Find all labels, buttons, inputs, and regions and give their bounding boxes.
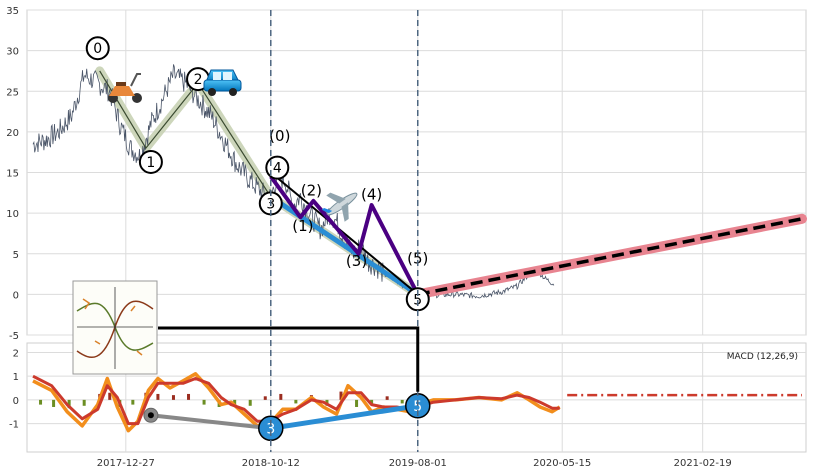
sub-wave-label: (3): [346, 252, 367, 270]
macd-histogram-bar: [400, 399, 404, 404]
wave-label-circle: [138, 149, 163, 174]
macd-histogram-bar: [355, 399, 359, 407]
sub-wave-label: (1): [292, 217, 313, 235]
macd-histogram-bar: [339, 391, 343, 400]
x-tick-label: 2017-12-27: [97, 458, 155, 469]
airplane-wing: [341, 202, 349, 222]
inset-marks: [82, 298, 143, 356]
macd-histogram-bar: [156, 393, 160, 400]
macd-histogram-bar: [279, 393, 283, 400]
macd-histogram-bar: [39, 399, 43, 405]
price-y-tick-label: 10: [6, 209, 19, 220]
macd-histogram-bar: [248, 399, 252, 406]
wave-label-circle: [85, 36, 110, 61]
macd-histogram-bar: [233, 399, 237, 406]
airplane-icon: [321, 192, 358, 222]
connector-line: [158, 326, 420, 392]
price-y-tick-label: 15: [6, 169, 19, 180]
x-tick-label: 2018-10-12: [242, 458, 300, 469]
macd-legend: MACD (12,26,9): [727, 352, 798, 362]
price-y-tick-label: 20: [6, 128, 19, 139]
airplane-wing: [326, 192, 346, 204]
macd-histogram-bar: [263, 396, 267, 400]
macd-histogram-bar: [370, 399, 374, 405]
macd-gray-wave: [148, 413, 273, 431]
sub-wave-label: (4): [361, 185, 382, 203]
macd-histogram-bar: [67, 399, 71, 409]
scooter-icon: [108, 73, 142, 103]
scooter-seat: [116, 82, 126, 86]
wave-label-circle: [265, 155, 290, 180]
macd-histogram-bar: [171, 395, 175, 400]
wave-label: 4: [273, 161, 282, 177]
sub-wave-line: [269, 175, 420, 296]
price-y-tick-label: 30: [6, 47, 19, 58]
sub-wave-label: (2): [301, 181, 322, 199]
sub-wave-label: (0): [269, 127, 290, 145]
airplane-tail: [321, 208, 333, 214]
price-y-tick-label: 5: [13, 250, 19, 261]
macd-histogram-bar: [385, 396, 389, 400]
scooter-handle: [130, 73, 141, 87]
sub-wave-label: (5): [407, 250, 428, 268]
macd-histogram-bar: [82, 399, 86, 406]
inset-thumbnail: [72, 280, 158, 375]
macd-wave-label: 5: [413, 399, 422, 415]
macd-y-tick-label: 0: [13, 396, 19, 407]
x-tick-label: 2020-05-15: [533, 458, 591, 469]
wave-label: 0: [93, 41, 102, 57]
price-y-tick-label: 25: [6, 87, 19, 98]
macd-histogram-bar: [294, 399, 298, 404]
wave-label: 1: [146, 155, 155, 171]
wave-segment-line: [270, 171, 419, 296]
macd-histogram-bar: [131, 399, 135, 405]
car-window: [223, 72, 232, 80]
macd-line-red: [32, 374, 560, 426]
wave-label: 2: [194, 72, 203, 88]
car-wheel: [229, 88, 237, 96]
price-y-tick-label: -5: [9, 331, 19, 342]
price-y-tick-label: 35: [6, 6, 19, 17]
macd-y-tick-label: 1: [13, 372, 19, 383]
macd-gray-node-center: [147, 412, 154, 419]
price-y-tick-label: 0: [13, 290, 19, 301]
trend-dashed-line: [417, 217, 803, 297]
macd-blue-wave: [268, 403, 421, 431]
macd-y-tick-label: -1: [9, 420, 19, 431]
decorations: [72, 10, 420, 452]
macd-histogram-bar: [52, 399, 56, 407]
macd-histogram-bar: [108, 392, 112, 400]
car-icon: [203, 69, 242, 96]
scooter-body: [109, 86, 135, 96]
macd-wave-label: 3: [266, 421, 275, 437]
macd-histogram-bar: [202, 399, 206, 405]
x-tick-label: 2021-02-19: [674, 458, 732, 469]
car-window: [213, 72, 221, 80]
macd-y-tick-label: 2: [13, 348, 19, 359]
x-tick-label: 2019-08-01: [389, 458, 447, 469]
car-wheel: [208, 88, 216, 96]
macd-histogram-bar: [187, 393, 191, 400]
